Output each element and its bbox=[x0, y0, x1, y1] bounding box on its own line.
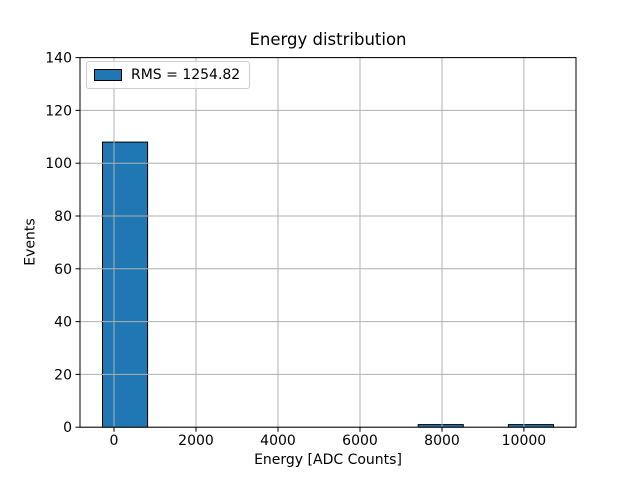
x-tick-label: 10000 bbox=[502, 433, 547, 449]
y-tick-label: 20 bbox=[54, 367, 72, 383]
y-tick-label: 0 bbox=[63, 420, 72, 436]
legend-label: RMS = 1254.82 bbox=[131, 67, 241, 83]
y-tick-label: 40 bbox=[54, 315, 72, 331]
x-tick-label: 6000 bbox=[342, 433, 378, 449]
x-tick-label: 2000 bbox=[178, 433, 214, 449]
y-tick-label: 80 bbox=[54, 209, 72, 225]
x-axis-label: Energy [ADC Counts] bbox=[254, 452, 402, 468]
x-tick-label: 4000 bbox=[260, 433, 296, 449]
chart-title: Energy distribution bbox=[249, 30, 407, 49]
y-axis-label: Events bbox=[22, 218, 39, 266]
y-tick-label: 120 bbox=[45, 103, 72, 119]
histogram-bar bbox=[102, 141, 149, 428]
legend: RMS = 1254.82 bbox=[86, 61, 251, 89]
y-tick-label: 140 bbox=[45, 51, 72, 67]
legend-patch-icon bbox=[94, 69, 122, 81]
x-tick-label: 0 bbox=[110, 433, 119, 449]
x-tick-label: 8000 bbox=[424, 433, 460, 449]
y-tick-label: 100 bbox=[45, 156, 72, 172]
axes-spines bbox=[79, 57, 577, 428]
y-tick-label: 60 bbox=[54, 262, 72, 278]
